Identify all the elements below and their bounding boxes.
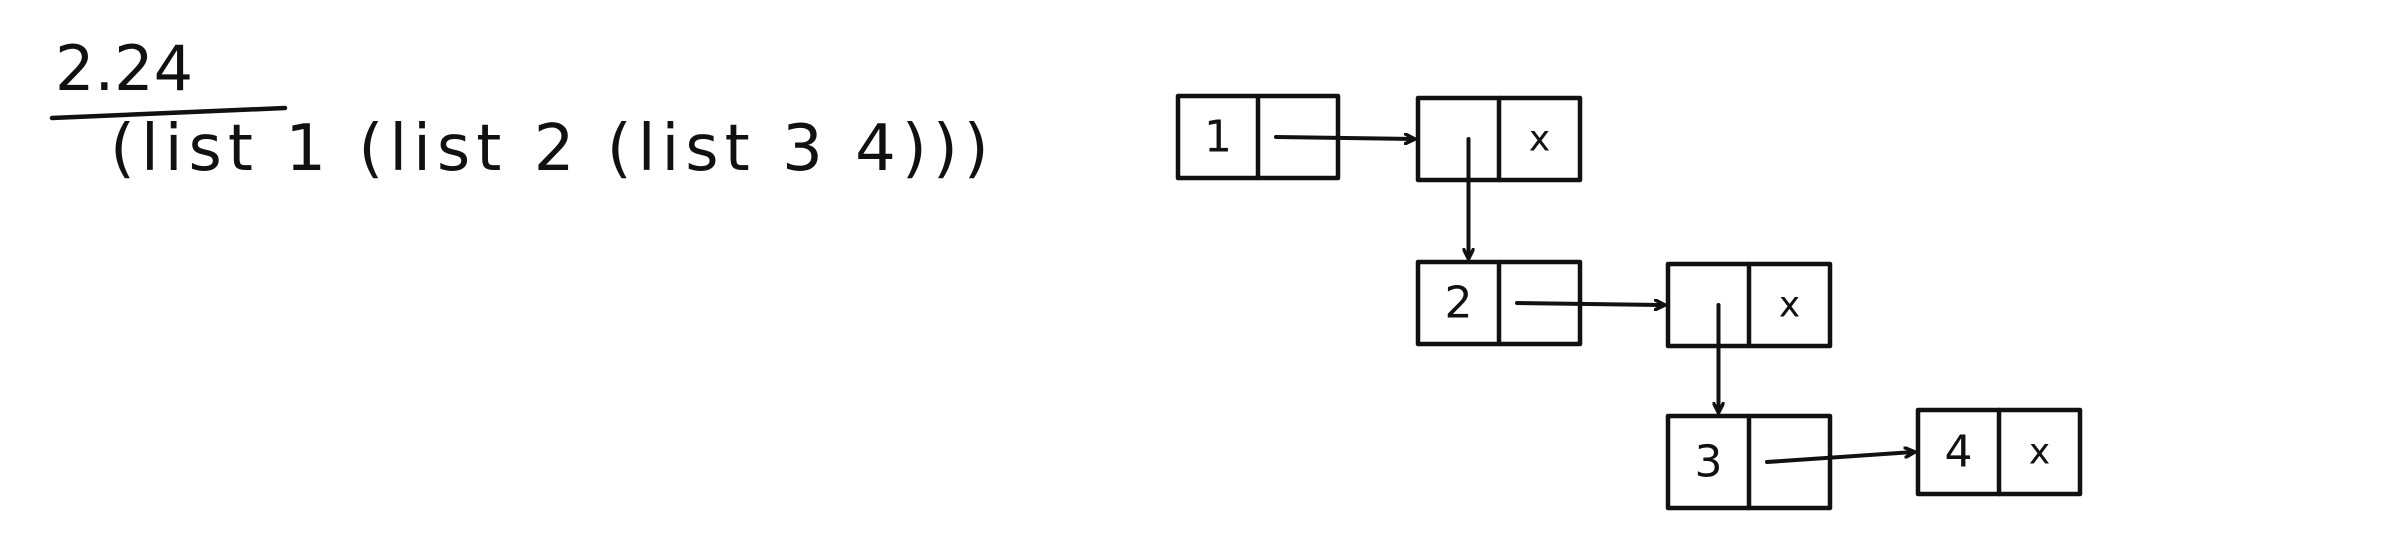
car-cell-value: 3 [1695, 437, 1723, 488]
exercise-number: 2.24 [55, 32, 193, 105]
pair-box: 2 [1415, 259, 1583, 347]
pair-box: 1 [1175, 93, 1341, 181]
pairs-layer: 1 x2 x3 4 x [1175, 93, 2083, 511]
pointer-arrow [1765, 452, 1914, 464]
title-underline [49, 105, 288, 121]
cdr-cell-value: x [1779, 285, 1800, 326]
cdr-cell-value: x [2029, 432, 2050, 473]
pair-box: x [1415, 95, 1583, 183]
cdr-cell-value: x [1529, 119, 1550, 160]
links-layer [1274, 137, 1914, 464]
pair-box: 3 [1665, 413, 1833, 511]
car-cell-value: 2 [1445, 278, 1473, 329]
list-expression: (list 1 (list 2 (list 3 4))) [110, 112, 995, 186]
pair-box: x [1665, 261, 1833, 349]
pointer-arrow [1274, 137, 1414, 139]
pointer-arrow [1515, 303, 1664, 305]
car-cell-value: 4 [1945, 427, 1973, 478]
car-cell-value: 1 [1204, 112, 1232, 163]
